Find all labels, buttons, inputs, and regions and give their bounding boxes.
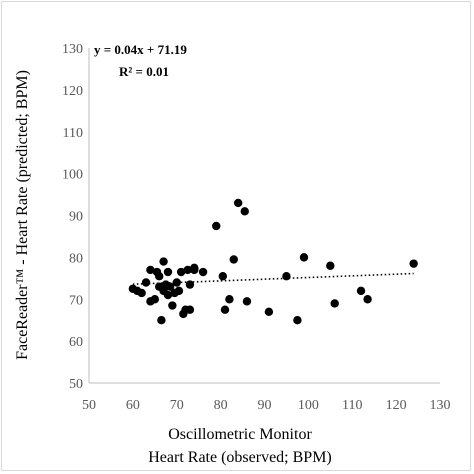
x-tick-label: 80 <box>214 398 228 413</box>
data-point <box>176 267 186 277</box>
data-point <box>165 282 175 291</box>
data-point <box>155 272 164 281</box>
data-point <box>185 280 195 289</box>
data-point <box>163 290 173 300</box>
y-tick-label: 100 <box>62 168 83 183</box>
y-tick-label: 110 <box>63 126 83 141</box>
data-point <box>185 305 195 314</box>
data-point <box>218 272 228 281</box>
x-tick-label: 60 <box>126 398 140 413</box>
data-points <box>128 198 418 325</box>
x-tick-label: 130 <box>430 398 451 413</box>
data-point <box>242 297 252 306</box>
axes <box>88 48 440 384</box>
data-point <box>233 198 243 208</box>
data-point <box>146 265 155 275</box>
data-point <box>220 305 230 314</box>
y-tick-label: 50 <box>69 377 83 392</box>
data-point <box>229 255 238 264</box>
trendline-group <box>132 272 414 286</box>
data-point <box>356 286 366 296</box>
data-point <box>240 207 249 216</box>
data-point <box>282 272 291 281</box>
data-point <box>299 253 309 262</box>
x-tick-label: 70 <box>170 398 184 413</box>
trendline <box>132 272 414 286</box>
data-point <box>150 295 160 304</box>
data-point <box>141 278 151 287</box>
data-point <box>225 295 234 304</box>
x-axis-label-line1: Oscillometric Monitor <box>168 426 312 443</box>
x-tick-labels: 50 60 70 80 90 100 110 120 130 <box>82 398 451 413</box>
y-tick-labels: 50 60 70 80 90 100 110 120 130 <box>62 42 83 392</box>
data-point <box>363 295 372 304</box>
y-tick-label: 120 <box>62 84 83 99</box>
x-tick-label: 90 <box>258 398 272 413</box>
x-tick-label: 50 <box>82 398 96 413</box>
data-point <box>326 261 335 270</box>
y-tick-label: 130 <box>62 42 83 57</box>
y-tick-label: 70 <box>69 293 83 308</box>
x-tick-label: 120 <box>386 398 407 413</box>
x-axis-label-line2: Heart Rate (observed; BPM) <box>148 449 332 466</box>
data-point <box>183 265 192 275</box>
x-tick-label: 100 <box>298 398 319 413</box>
data-point <box>293 315 302 325</box>
y-tick-label: 60 <box>69 335 83 350</box>
data-point <box>157 315 166 325</box>
data-point <box>212 221 221 231</box>
data-point <box>137 288 146 298</box>
x-tick-label: 110 <box>342 398 362 413</box>
y-tick-label: 90 <box>69 210 83 225</box>
data-point <box>159 257 168 266</box>
data-point <box>190 265 199 275</box>
data-point <box>172 278 181 287</box>
data-point <box>198 267 208 277</box>
data-point <box>174 286 184 296</box>
y-tick-label: 80 <box>69 251 83 266</box>
data-point <box>168 301 177 310</box>
regression-equation: y = 0.04x + 71.19 <box>94 42 187 57</box>
data-point <box>264 307 274 317</box>
data-point <box>163 267 173 277</box>
r-squared-label: R² = 0.01 <box>119 64 169 79</box>
data-point <box>409 259 418 268</box>
data-point <box>330 299 339 308</box>
y-axis-label: FaceReader™ - Heart Rate (predicted; BPM… <box>14 70 31 360</box>
